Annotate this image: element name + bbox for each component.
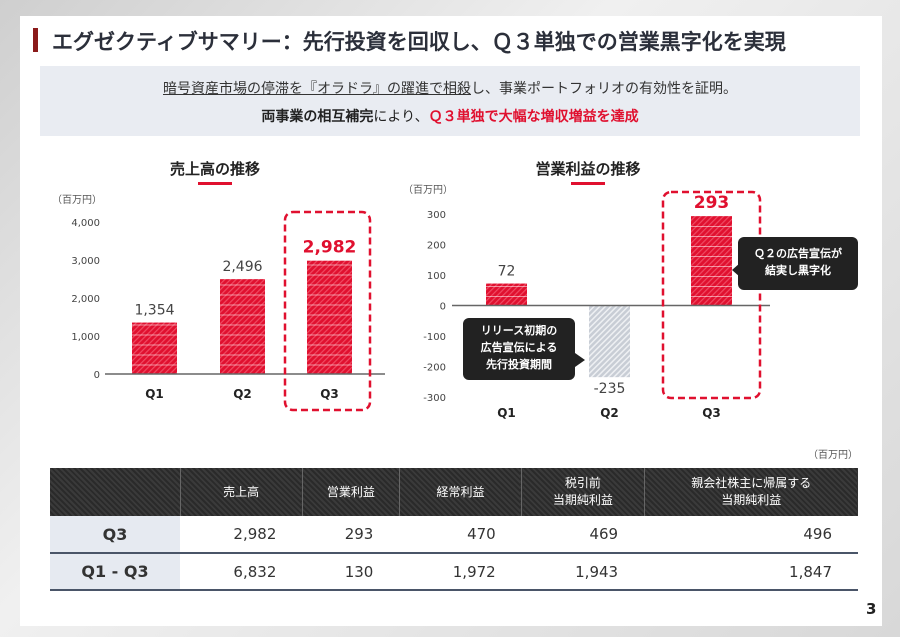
table-cell: 6,832 xyxy=(180,553,303,591)
y-tick-label: 200 xyxy=(427,241,446,252)
x-tick-label: Q3 xyxy=(320,387,339,401)
y-tick-label: 100 xyxy=(427,271,446,282)
summary-line-2: 両事業の相互補完により、Ｑ３単独で大幅な増収増益を達成 xyxy=(40,106,860,126)
summary-text: し、事業ポートフォリオの有効性を証明。 xyxy=(471,81,737,97)
y-tick-label: 1,000 xyxy=(71,332,100,343)
x-tick-label: Q3 xyxy=(702,406,721,420)
table-cell: 496 xyxy=(644,516,858,554)
highlight-box xyxy=(283,210,372,412)
summary-underlined: 暗号資産市場の停滞を『オラドラ』の躍進で相殺 xyxy=(163,81,471,97)
data-label: 1,354 xyxy=(134,303,174,319)
data-label: 2,982 xyxy=(303,238,357,258)
profit-chart-title: 営業利益の推移 xyxy=(535,160,640,178)
table-cell: 1,943 xyxy=(521,553,645,591)
table-cell: 1,972 xyxy=(399,553,522,591)
callout-text: 結実し黒字化 xyxy=(765,264,831,277)
data-label: 293 xyxy=(694,193,730,213)
table-body: Q3 2,982 293 470 469 496 Q1 - Q3 6,832 130 1,972 1… xyxy=(50,516,858,591)
callout-text: Ｑ２の広告宣伝が xyxy=(754,247,842,260)
data-label: 2,496 xyxy=(222,259,262,275)
page-number: 3 xyxy=(866,600,877,618)
table-header-cell: 税引前 当期純利益 xyxy=(521,468,645,516)
summary-text: により、 xyxy=(373,109,429,125)
table-header-row: 売上高 営業利益 経常利益 税引前 当期純利益 親会社株主に帰属する 当期純利益 xyxy=(50,468,858,516)
x-tick-label: Q1 xyxy=(145,387,164,401)
y-tick-label: 2,000 xyxy=(71,294,100,305)
summary-highlight: Ｑ３単独で大幅な増収増益を達成 xyxy=(428,109,639,125)
data-label: -235 xyxy=(594,381,626,397)
table-cell: 470 xyxy=(399,516,522,554)
bar xyxy=(486,283,527,306)
y-tick-label: 0 xyxy=(440,302,446,313)
table-header-cell: 売上高 xyxy=(179,468,303,516)
summary-bold: 両事業の相互補完 xyxy=(261,109,374,125)
page-title: エグゼクティブサマリー：先行投資を回収し、Ｑ３単独での営業黒字化を実現 xyxy=(52,30,786,54)
highlight-box xyxy=(661,190,762,400)
table-header-cell: 親会社株主に帰属する 当期純利益 xyxy=(643,468,858,516)
data-label: 72 xyxy=(498,264,516,280)
bar xyxy=(220,279,265,374)
y-tick-label: -300 xyxy=(423,393,446,404)
table-cell: 130 xyxy=(302,553,400,591)
y-tick-label: -100 xyxy=(423,332,446,343)
table-header-cell: 経常利益 xyxy=(398,468,522,516)
financial-table: 売上高 営業利益 経常利益 税引前 当期純利益 親会社株主に帰属する 当期純利益 Q3 2,9… xyxy=(50,468,858,591)
sales-title-underline xyxy=(198,182,232,185)
callout-text: リリース初期の xyxy=(480,324,558,337)
table-row: Q3 2,982 293 470 469 496 xyxy=(50,516,858,554)
table-cell: 293 xyxy=(302,516,400,554)
callout-text: 広告宣伝による xyxy=(480,341,558,354)
table-cell: 2,982 xyxy=(180,516,303,554)
row-label: Q3 xyxy=(50,516,180,554)
row-label: Q1 - Q3 xyxy=(50,553,180,591)
table-cell: 469 xyxy=(521,516,645,554)
table-row: Q1 - Q3 6,832 130 1,972 1,943 1,847 xyxy=(50,553,858,591)
bar xyxy=(132,322,177,374)
sales-unit: （百万円） xyxy=(52,194,102,206)
x-tick-label: Q1 xyxy=(497,406,516,420)
y-tick-label: 300 xyxy=(427,210,446,221)
table-header-cell: 営業利益 xyxy=(301,468,400,516)
callout-text: 先行投資期間 xyxy=(486,358,552,371)
title-accent-bar xyxy=(33,28,38,52)
profit-title-underline xyxy=(571,182,605,185)
table-unit: （百万円） xyxy=(808,450,858,461)
bar xyxy=(307,260,352,374)
y-tick-label: 4,000 xyxy=(71,218,100,229)
summary-box: 暗号資産市場の停滞を『オラドラ』の躍進で相殺し、事業ポートフォリオの有効性を証明… xyxy=(40,66,860,136)
q2-callout: リリース初期の 広告宣伝による 先行投資期間 xyxy=(463,318,575,380)
sales-chart-title: 売上高の推移 xyxy=(170,160,260,178)
x-tick-label: Q2 xyxy=(600,406,619,420)
bar xyxy=(589,305,630,378)
table-header-cell xyxy=(50,468,180,516)
table-cell: 1,847 xyxy=(644,553,858,591)
y-tick-label: 3,000 xyxy=(71,256,100,267)
y-tick-label: 0 xyxy=(94,370,100,381)
profit-unit: （百万円） xyxy=(403,184,453,196)
bar xyxy=(691,216,732,306)
q3-callout: Ｑ２の広告宣伝が 結実し黒字化 xyxy=(738,237,858,290)
summary-line-1: 暗号資産市場の停滞を『オラドラ』の躍進で相殺し、事業ポートフォリオの有効性を証明… xyxy=(40,78,860,98)
callout-pointer xyxy=(575,353,585,367)
y-tick-label: -200 xyxy=(423,363,446,374)
x-tick-label: Q2 xyxy=(233,387,252,401)
